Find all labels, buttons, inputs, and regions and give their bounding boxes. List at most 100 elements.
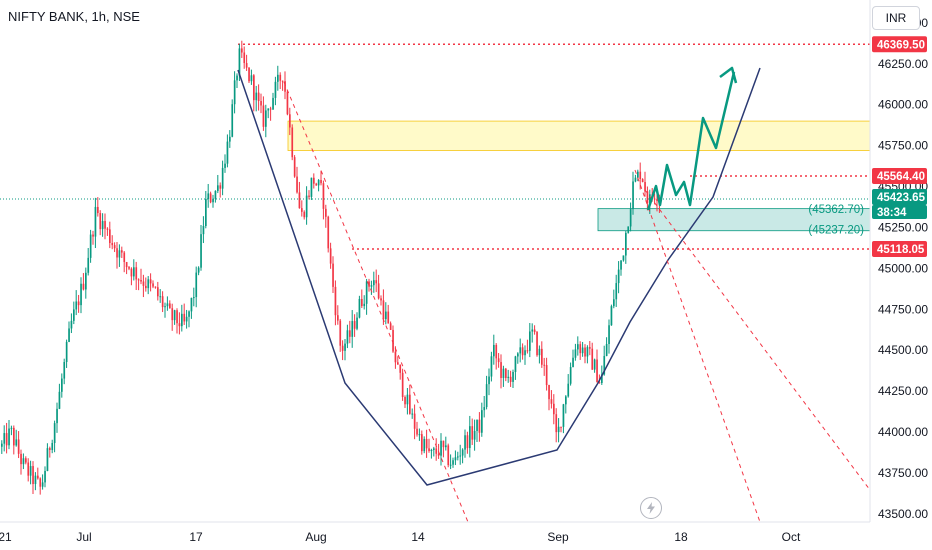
candle-body [49, 448, 51, 450]
candle-body [109, 229, 111, 244]
y-tick-label: 46000.00 [878, 98, 928, 112]
candle-body [562, 404, 565, 427]
candle-body [394, 351, 397, 363]
candle-body [166, 303, 169, 307]
candle-body [356, 317, 358, 329]
candle-body [589, 347, 591, 349]
candle-body [610, 306, 613, 326]
red-dashed-trendline[interactable] [634, 169, 761, 523]
candle-body [200, 234, 202, 268]
candle-body [555, 414, 558, 433]
candle-body [241, 48, 243, 53]
candle-body [577, 344, 579, 350]
candle-body [245, 63, 248, 68]
candle-body [301, 208, 303, 212]
candle-body [447, 445, 450, 466]
lightning-icon[interactable] [640, 497, 662, 519]
candle-body [303, 211, 306, 218]
candle-body [495, 344, 498, 359]
red-dashed-trendline[interactable] [644, 189, 871, 491]
candle-body [411, 413, 414, 415]
candle-body [176, 310, 178, 324]
time-axis[interactable]: 21 Jul 17 Aug 14 Sep 18 Oct [0, 530, 801, 544]
candle-body [409, 394, 411, 414]
candle-body [368, 281, 370, 287]
candle-body [29, 466, 32, 476]
candle-body [152, 283, 154, 287]
candle-body [195, 272, 198, 298]
candle-body [452, 460, 454, 465]
candle-body [433, 448, 435, 450]
price-label: 45564.40 [877, 171, 925, 183]
x-tick-label: 17 [189, 530, 203, 544]
candle-body [459, 455, 462, 457]
candle-body [387, 311, 390, 324]
candle-body [478, 419, 481, 433]
x-tick-label: Sep [547, 530, 569, 544]
x-tick-label: Jul [76, 530, 91, 544]
candle-body [37, 475, 39, 479]
zone-label: (45237.20) [808, 225, 864, 237]
candle-body [584, 347, 586, 357]
candle-body [53, 423, 56, 444]
candle-body [257, 92, 260, 102]
candle-body [159, 296, 162, 298]
candle-body [541, 348, 543, 365]
candle-body [56, 408, 58, 424]
candle-body [27, 462, 30, 476]
candle-body [430, 449, 433, 451]
candle-body [598, 382, 601, 384]
candle-body [77, 301, 80, 306]
candle-body [277, 74, 279, 82]
candle-body [380, 298, 382, 301]
cup-trendline[interactable] [237, 67, 761, 486]
candle-body [137, 279, 140, 281]
candle-body [505, 368, 507, 379]
candle-body [601, 374, 603, 383]
candle-body [313, 177, 315, 184]
candle-body [58, 391, 61, 409]
candle-body [123, 252, 126, 263]
candle-body [605, 344, 608, 356]
candle-body [341, 345, 344, 351]
candle-body [157, 287, 159, 297]
candle-body [406, 394, 409, 405]
candle-body [509, 376, 512, 382]
price-labels: 46369.50 45564.40 45423.65 38:34 45118.05 [872, 36, 927, 258]
candle-body [344, 343, 346, 351]
candle-body [377, 283, 380, 299]
candle-body [94, 206, 97, 237]
candle-body [533, 329, 536, 332]
candle-body [346, 330, 349, 344]
candle-body [305, 195, 308, 218]
candle-body [238, 48, 241, 76]
candle-body [392, 329, 394, 352]
candle-body [500, 362, 502, 378]
candle-body [545, 365, 548, 386]
candle-body [649, 194, 651, 204]
candle-body [205, 199, 207, 227]
candle-body [536, 331, 538, 356]
resistance-zone[interactable] [287, 120, 871, 151]
candle-body [118, 250, 121, 258]
candle-body [17, 439, 20, 454]
candle-body [68, 328, 70, 342]
candle-body [565, 396, 567, 405]
candle-body [553, 403, 555, 415]
zone-label: (45362.70) [808, 204, 864, 216]
candle-body [656, 199, 658, 202]
y-tick-label: 44750.00 [878, 302, 928, 316]
currency-button[interactable]: INR [872, 6, 920, 30]
candle-body [291, 127, 294, 158]
projection-path[interactable] [646, 71, 736, 211]
candle-body [289, 114, 291, 128]
candle-body [375, 280, 378, 284]
candle-body [262, 105, 265, 127]
candle-body [193, 297, 195, 299]
candle-body [646, 191, 649, 204]
candle-body [202, 226, 205, 235]
candle-body [613, 299, 615, 307]
candle-body [221, 167, 224, 189]
